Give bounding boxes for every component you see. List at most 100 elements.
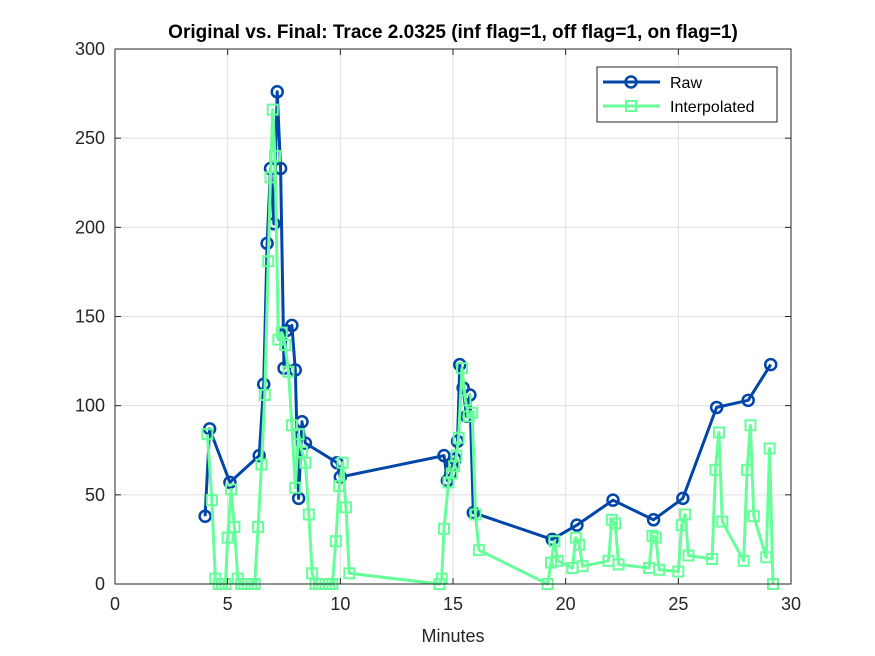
interpolated-data-point [336,456,349,469]
interpolated-data-point [452,431,465,444]
interpolated-data-point [679,508,692,521]
interpolated-data-point [682,549,695,562]
raw-data-point [223,475,237,490]
interpolated-data-point [459,394,472,407]
interpolated-data-point [279,339,292,352]
interpolated-data-point [573,538,586,551]
raw-data-point [285,318,299,333]
raw-data-point [453,357,467,372]
raw-data-point [437,448,451,463]
interpolated-data-point [343,567,356,580]
raw-data-point [252,448,266,463]
interpolated-data-point [472,544,485,557]
interpolated-data-point [266,103,279,116]
interpolated-data-point [437,522,450,535]
interpolated-data-point [339,501,352,514]
interpolated-data-point [545,556,558,569]
raw-data-point [270,85,284,99]
interpolated-data-point [445,467,458,480]
interpolated-data-point [712,426,725,439]
interpolated-data-point [264,171,277,184]
interpolated-data-point [744,419,757,432]
interpolated-data-point [709,463,722,476]
interpolated-data-point [649,531,662,544]
interpolated-data-point [292,428,305,441]
x-tick-label: 5 [223,594,233,614]
x-tick-label: 20 [556,594,576,614]
interpolated-data-point [268,150,281,162]
interpolated-data-point [569,531,582,544]
interpolated-data-point [205,494,218,507]
chart-title: Original vs. Final: Trace 2.0325 (inf fl… [168,22,738,43]
raw-data-point [709,400,724,415]
interpolated-data-point [456,362,469,375]
interpolated-data-point [653,563,666,576]
raw-data-point [466,505,481,520]
y-tick-label: 250 [75,128,105,148]
y-tick-label: 200 [75,217,105,237]
legend-box [596,66,778,123]
raw-data-point [676,491,690,506]
interpolated-data-point [262,255,275,268]
raw-data-point [763,357,778,372]
legend-interpolated-marker [625,100,637,112]
y-tick-label: 150 [75,307,105,327]
legend-raw-label: Raw [670,75,702,92]
interpolated-data-point [706,553,719,566]
interpolated-data-point [285,419,298,432]
interpolated-data-point [469,508,482,521]
interpolated-data-point [462,410,475,423]
interpolated-data-point [221,531,234,544]
raw-data-point [741,393,755,408]
x-axis-ticks: 0 5 10 15 20 25 30 [110,49,801,614]
interpolated-data-point [716,515,729,528]
interpolated-data-point [442,476,455,489]
y-tick-label: 300 [75,39,105,59]
x-axis-label: Minutes [421,626,484,646]
x-tick-label: 30 [781,594,801,614]
interpolated-data-point [275,326,288,339]
interpolated-data-point [450,449,463,462]
y-axis-ticks: 0 50 100 150 200 250 300 [75,39,791,594]
interpolated-data-point [605,513,618,526]
x-tick-label: 15 [443,594,463,614]
interpolated-data-point [747,510,760,523]
interpolated-data-point [255,458,268,471]
raw-data-point [198,509,212,523]
interpolated-data-point [228,520,241,533]
y-tick-label: 100 [75,396,105,416]
interpolated-data-point [289,481,302,494]
interpolated-data-point [763,442,776,455]
interpolated-data-point [737,554,750,567]
interpolated-data-point [201,428,214,441]
raw-data-point [606,493,620,507]
interpolated-data-point [609,517,622,530]
interpolated-data-point [672,565,685,578]
interpolated-data-point [333,479,346,492]
interpolated-data-point [548,535,561,548]
interpolated-data-point [646,529,659,542]
legend-raw-marker [624,75,638,89]
raw-data-point [570,518,584,532]
y-tick-label: 0 [95,574,105,594]
interpolated-data-point [741,463,754,476]
legend-interpolated-label: Interpolated [670,99,755,116]
interpolated-data-point [258,388,271,401]
interpolated-data-point [225,483,238,496]
interpolated-data-point [299,456,312,469]
x-tick-label: 25 [668,594,688,614]
interpolated-data-point [282,365,295,378]
interpolated-data-point [329,535,342,548]
x-tick-label: 10 [330,594,350,614]
interpolated-data-point [760,551,773,564]
raw-data-point [646,513,661,527]
interpolated-data-point [551,554,564,567]
interpolated-data-point [252,520,265,533]
x-tick-label: 0 [110,594,120,614]
legend: Raw Interpolated [596,66,778,123]
interpolated-data-point [466,406,479,419]
interpolated-data-point [302,508,315,521]
interpolated-data-point [612,558,625,571]
interpolated-data-point [576,560,589,573]
